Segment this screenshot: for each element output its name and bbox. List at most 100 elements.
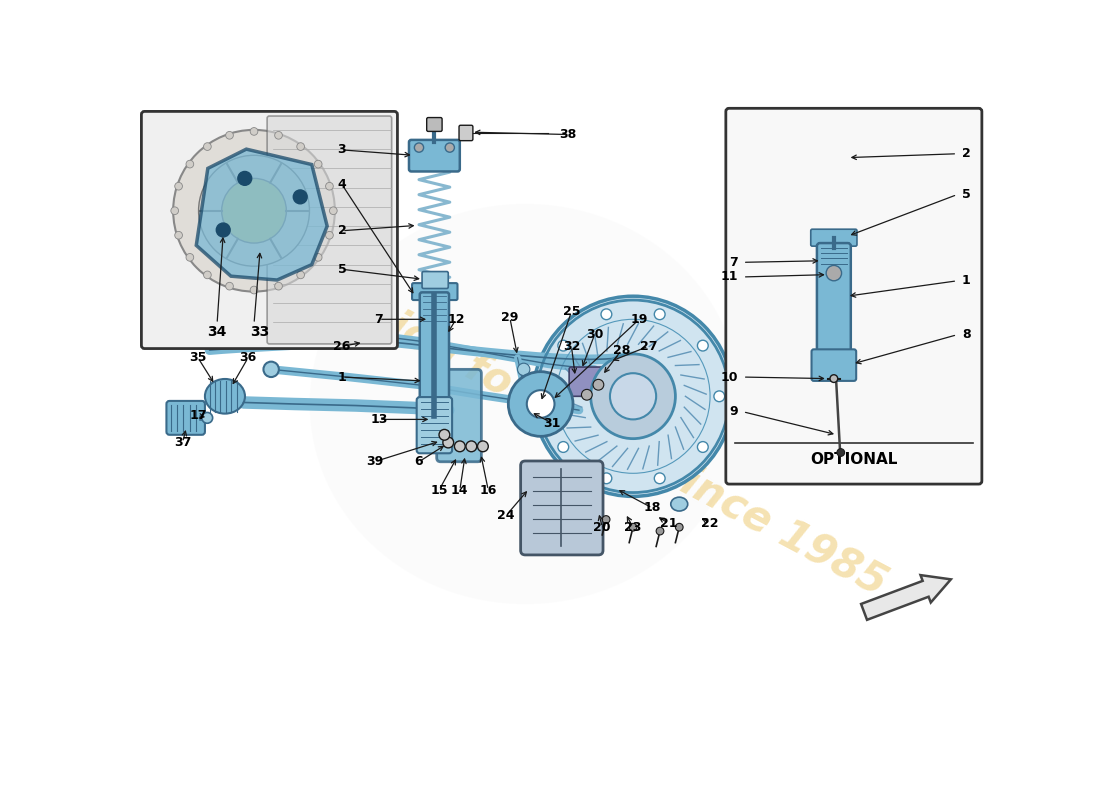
- Circle shape: [558, 340, 569, 351]
- Circle shape: [527, 390, 554, 418]
- Circle shape: [297, 142, 305, 150]
- Text: 24: 24: [497, 509, 515, 522]
- Circle shape: [199, 155, 309, 266]
- Circle shape: [175, 231, 183, 239]
- Circle shape: [558, 442, 569, 452]
- Text: 2: 2: [961, 147, 970, 160]
- FancyBboxPatch shape: [427, 118, 442, 131]
- Text: 19: 19: [630, 313, 648, 326]
- Polygon shape: [196, 149, 327, 280]
- Ellipse shape: [310, 204, 741, 604]
- Circle shape: [518, 363, 530, 375]
- Text: 32: 32: [563, 340, 580, 353]
- Circle shape: [601, 309, 612, 320]
- Text: 34: 34: [208, 325, 227, 338]
- Circle shape: [714, 391, 725, 402]
- Circle shape: [654, 473, 666, 484]
- Text: 18: 18: [644, 502, 661, 514]
- Circle shape: [601, 473, 612, 484]
- Circle shape: [326, 231, 333, 239]
- FancyBboxPatch shape: [437, 370, 482, 462]
- FancyBboxPatch shape: [520, 461, 603, 555]
- Text: 6: 6: [415, 455, 424, 468]
- Circle shape: [837, 449, 845, 456]
- Circle shape: [204, 142, 211, 150]
- FancyBboxPatch shape: [817, 243, 850, 357]
- Text: 3: 3: [338, 143, 346, 157]
- FancyBboxPatch shape: [420, 292, 449, 416]
- Circle shape: [541, 391, 552, 402]
- Circle shape: [275, 282, 283, 290]
- Text: 29: 29: [502, 311, 518, 324]
- Text: 17: 17: [189, 409, 207, 422]
- Circle shape: [226, 282, 233, 290]
- Circle shape: [508, 372, 573, 436]
- Text: 11: 11: [720, 270, 738, 283]
- Text: OPTIONAL: OPTIONAL: [811, 452, 898, 467]
- Text: 21: 21: [660, 517, 678, 530]
- Circle shape: [186, 160, 194, 168]
- Circle shape: [654, 309, 666, 320]
- Text: 5: 5: [961, 188, 970, 201]
- Circle shape: [202, 413, 212, 423]
- Text: 2: 2: [338, 224, 346, 238]
- Circle shape: [582, 390, 592, 400]
- Circle shape: [826, 266, 842, 281]
- Circle shape: [275, 319, 290, 334]
- Circle shape: [294, 190, 307, 204]
- Text: 8: 8: [961, 328, 970, 341]
- Circle shape: [297, 271, 305, 278]
- FancyBboxPatch shape: [417, 397, 452, 454]
- Text: 25: 25: [563, 305, 580, 318]
- Text: 35: 35: [189, 351, 207, 364]
- FancyBboxPatch shape: [569, 367, 608, 396]
- Circle shape: [186, 254, 194, 261]
- Circle shape: [173, 130, 334, 291]
- Text: 14: 14: [451, 484, 469, 497]
- FancyBboxPatch shape: [812, 350, 856, 381]
- Text: 39: 39: [365, 455, 383, 468]
- Circle shape: [656, 527, 664, 535]
- Text: 1: 1: [338, 370, 346, 383]
- Circle shape: [446, 143, 454, 152]
- Circle shape: [603, 516, 609, 523]
- FancyBboxPatch shape: [726, 108, 982, 484]
- Circle shape: [591, 354, 675, 438]
- Circle shape: [264, 362, 278, 377]
- FancyBboxPatch shape: [422, 271, 449, 289]
- Circle shape: [697, 340, 708, 351]
- Text: 9: 9: [729, 405, 738, 418]
- Circle shape: [315, 160, 322, 168]
- Circle shape: [593, 379, 604, 390]
- Circle shape: [415, 143, 424, 152]
- Text: 4: 4: [338, 178, 346, 191]
- Text: 1: 1: [961, 274, 970, 287]
- Text: 37: 37: [174, 436, 191, 449]
- Text: 7: 7: [729, 256, 738, 269]
- Circle shape: [439, 430, 450, 440]
- Text: 15: 15: [430, 484, 448, 497]
- Text: 22: 22: [702, 517, 718, 530]
- FancyBboxPatch shape: [409, 140, 460, 171]
- FancyBboxPatch shape: [412, 283, 458, 300]
- Text: 12: 12: [448, 313, 464, 326]
- Circle shape: [275, 131, 283, 139]
- Circle shape: [326, 182, 333, 190]
- Ellipse shape: [205, 379, 245, 414]
- Text: 26: 26: [333, 340, 351, 353]
- Text: 16: 16: [480, 484, 497, 497]
- Circle shape: [226, 131, 233, 139]
- Text: a passion for parts since 1985: a passion for parts since 1985: [249, 234, 894, 604]
- FancyBboxPatch shape: [267, 116, 392, 344]
- Circle shape: [250, 127, 257, 135]
- FancyArrow shape: [861, 575, 950, 620]
- Text: 13: 13: [371, 413, 387, 426]
- Circle shape: [697, 442, 708, 452]
- Text: 10: 10: [720, 370, 738, 383]
- Circle shape: [675, 523, 683, 531]
- Circle shape: [204, 271, 211, 278]
- Circle shape: [477, 441, 488, 452]
- Circle shape: [315, 254, 322, 261]
- Circle shape: [443, 437, 453, 448]
- Circle shape: [217, 223, 230, 237]
